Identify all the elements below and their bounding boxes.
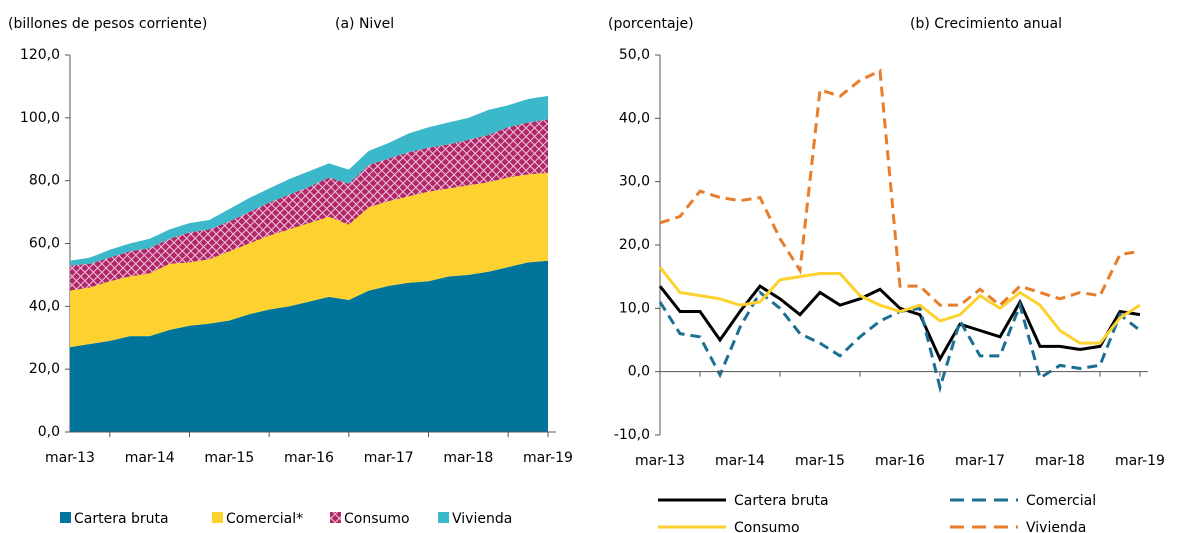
area bbox=[70, 95, 548, 266]
legend-swatch bbox=[438, 512, 449, 523]
x-tick-label: mar-17 bbox=[955, 453, 1005, 469]
x-tick-label: mar-17 bbox=[364, 450, 414, 466]
legend-label: Consumo bbox=[344, 511, 410, 527]
x-tick-label: mar-14 bbox=[125, 450, 175, 466]
legend-label: Vivienda bbox=[1026, 520, 1086, 533]
legend-label: Comercial bbox=[1026, 493, 1096, 509]
x-tick-label: mar-19 bbox=[1115, 453, 1165, 469]
y-tick-label: 10,0 bbox=[619, 300, 650, 316]
line bbox=[658, 266, 1141, 345]
legend-label: Cartera bruta bbox=[74, 511, 169, 527]
legend-label: Vivienda bbox=[452, 511, 512, 527]
x-tick-label: mar-14 bbox=[715, 453, 765, 469]
y-tick-label: 40,0 bbox=[619, 110, 650, 126]
y-tick-label: 0,0 bbox=[628, 364, 650, 380]
y-tick-label: 60,0 bbox=[29, 236, 60, 252]
y-tick-label: 50,0 bbox=[619, 47, 650, 63]
y-axis-label: (billones de pesos corriente) bbox=[8, 16, 207, 32]
x-tick-label: mar-16 bbox=[284, 450, 334, 466]
area bbox=[70, 119, 548, 291]
legend-label: Comercial* bbox=[226, 511, 303, 527]
y-tick-label: 0,0 bbox=[38, 424, 60, 440]
y-tick-label: 120,0 bbox=[20, 47, 60, 63]
x-tick-label: mar-15 bbox=[795, 453, 845, 469]
area bbox=[70, 172, 548, 348]
x-tick-label: mar-13 bbox=[635, 453, 685, 469]
line bbox=[659, 68, 1141, 308]
y-tick-label: -10,0 bbox=[614, 427, 650, 443]
y-tick-label: 20,0 bbox=[29, 361, 60, 377]
legend-label: Consumo bbox=[734, 520, 800, 533]
legend-swatch bbox=[60, 512, 71, 523]
legend-swatch bbox=[330, 512, 341, 523]
x-tick-label: mar-16 bbox=[875, 453, 925, 469]
x-tick-label: mar-13 bbox=[45, 450, 95, 466]
area bbox=[70, 260, 548, 432]
y-tick-label: 20,0 bbox=[619, 237, 650, 253]
y-tick-label: 100,0 bbox=[20, 110, 60, 126]
x-tick-label: mar-19 bbox=[523, 450, 573, 466]
legend-swatch bbox=[212, 512, 223, 523]
y-axis-label: (porcentaje) bbox=[608, 16, 694, 32]
y-tick-label: 40,0 bbox=[29, 298, 60, 314]
y-tick-label: 30,0 bbox=[619, 174, 650, 190]
chart-title: (b) Crecimiento anual bbox=[910, 16, 1062, 32]
chart-title: (a) Nivel bbox=[335, 16, 394, 32]
line bbox=[658, 284, 1141, 363]
y-tick-label: 80,0 bbox=[29, 173, 60, 189]
x-tick-label: mar-18 bbox=[1035, 453, 1085, 469]
x-tick-label: mar-18 bbox=[443, 450, 493, 466]
x-tick-label: mar-15 bbox=[204, 450, 254, 466]
legend-label: Cartera bruta bbox=[734, 493, 829, 509]
